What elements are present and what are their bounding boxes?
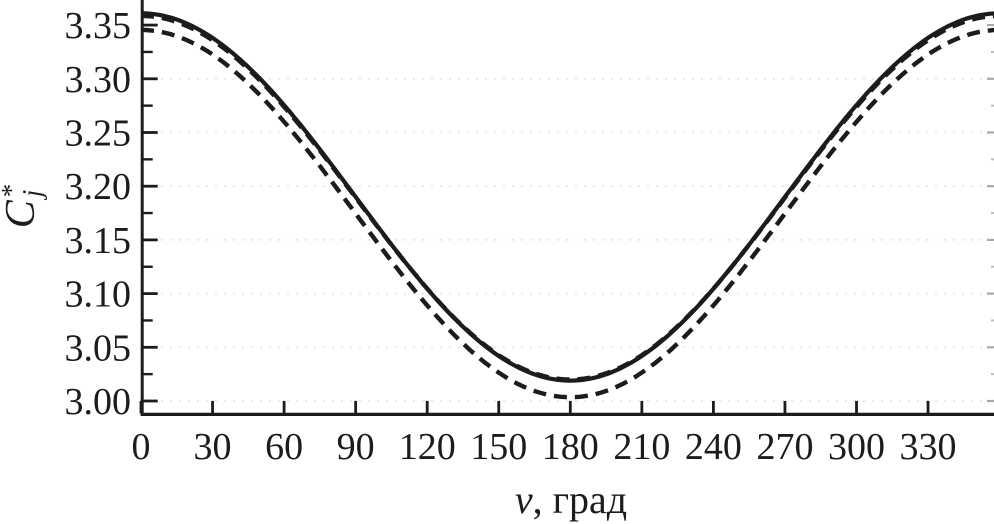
- x-tick-label: 120: [399, 426, 456, 468]
- x-tick-label: 60: [265, 426, 303, 468]
- y-axis-title-subscript: j: [17, 189, 47, 198]
- y-axis-title: C * j: [0, 184, 47, 229]
- x-tick-label: 90: [337, 426, 375, 468]
- curve-solid-curve: [140, 11, 994, 383]
- x-tick-label: 0: [132, 426, 151, 468]
- y-tick-label: 3.30: [65, 59, 132, 101]
- x-tick-label: 180: [542, 426, 599, 468]
- x-tick-label: 270: [756, 426, 813, 468]
- y-tick-label: 3.20: [65, 166, 132, 208]
- y-axis-title-supsub: * j: [0, 184, 47, 198]
- y-tick-label: 3.25: [65, 113, 132, 155]
- curve-dashed-curve-offset: [140, 27, 994, 400]
- y-axis-title-base: C: [0, 200, 44, 229]
- y-tick-label: 3.35: [65, 5, 132, 47]
- x-tick-label: 300: [828, 426, 885, 468]
- y-tick-label: 3.05: [65, 327, 132, 369]
- y-tick-label: 3.15: [65, 220, 132, 262]
- curve-dashed-curve-coincident: [140, 13, 994, 382]
- x-tick-label: 30: [194, 426, 232, 468]
- x-axis-title-unit: , град: [532, 477, 628, 522]
- x-tick-label: 150: [470, 426, 527, 468]
- x-tick-label: 210: [613, 426, 670, 468]
- x-axis-title-symbol: ν: [514, 477, 533, 522]
- x-tick-label: 330: [900, 426, 957, 468]
- y-tick-label: 3.00: [65, 381, 132, 423]
- x-axis-title: ν, град: [515, 476, 627, 523]
- y-tick-label: 3.10: [65, 274, 132, 316]
- x-tick-label: 240: [685, 426, 742, 468]
